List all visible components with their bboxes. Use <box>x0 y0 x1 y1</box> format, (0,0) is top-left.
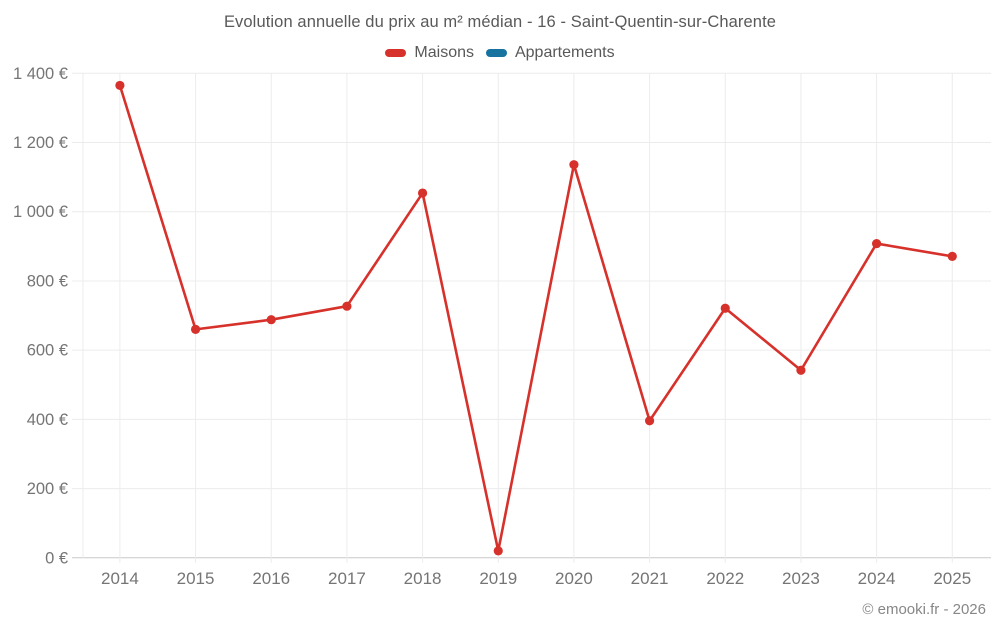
series-line-maisons <box>118 84 954 553</box>
legend-item-maisons[interactable]: Maisons <box>385 44 474 62</box>
y-axis-label-1000: 1 000 € <box>13 203 68 221</box>
data-point-maisons-2022 <box>720 303 730 313</box>
y-axis-label-0: 0 € <box>45 549 68 567</box>
data-point-maisons-2018 <box>417 188 428 198</box>
legend-item-appartements[interactable]: Appartements <box>485 44 615 62</box>
legend-label-maisons: Maisons <box>414 44 474 61</box>
y-axis-label-800: 800 € <box>27 272 68 290</box>
y-axis-label-1400: 1 400 € <box>13 65 68 83</box>
x-axis-label-2018: 2018 <box>404 569 442 588</box>
data-point-maisons-2020 <box>569 160 579 170</box>
x-axis-label-2024: 2024 <box>858 569 896 588</box>
x-axis-label-2016: 2016 <box>252 569 290 588</box>
maisons-series-swatch-icon <box>385 49 407 57</box>
copyright-text: © emooki.fr - 2026 <box>862 601 986 618</box>
x-axis-label-2020: 2020 <box>555 569 593 588</box>
data-point-maisons-2025 <box>947 251 957 261</box>
y-axis-label-200: 200 € <box>27 480 68 498</box>
y-axis-label-600: 600 € <box>27 342 68 360</box>
x-axis-label-2014: 2014 <box>101 569 139 588</box>
x-axis-label-2021: 2021 <box>631 569 669 588</box>
data-point-maisons-2016 <box>266 315 276 325</box>
y-axis-label-1200: 1 200 € <box>13 134 68 152</box>
data-point-maisons-2017 <box>342 301 352 311</box>
x-axis-label-2017: 2017 <box>328 569 366 588</box>
data-point-maisons-2023 <box>796 365 806 375</box>
x-axis-label-2019: 2019 <box>479 569 517 588</box>
data-point-maisons-2014 <box>115 80 125 91</box>
chart-title: Evolution annuelle du prix au m² médian … <box>223 13 777 31</box>
legend-label-appartements: Appartements <box>514 44 615 61</box>
chart-legend: Maisons Appartements <box>0 44 1000 62</box>
x-axis-label-2015: 2015 <box>177 569 215 588</box>
data-point-maisons-2015 <box>190 324 201 334</box>
x-axis-label-2025: 2025 <box>933 569 971 588</box>
data-point-maisons-2024 <box>872 238 882 249</box>
data-point-maisons-2021 <box>644 416 655 426</box>
x-axis-label-2022: 2022 <box>706 569 744 588</box>
data-point-maisons-2019 <box>493 546 503 556</box>
x-axis-label-2023: 2023 <box>782 569 820 588</box>
appartements-series-swatch-icon <box>485 49 507 57</box>
y-axis-label-400: 400 € <box>27 411 68 429</box>
